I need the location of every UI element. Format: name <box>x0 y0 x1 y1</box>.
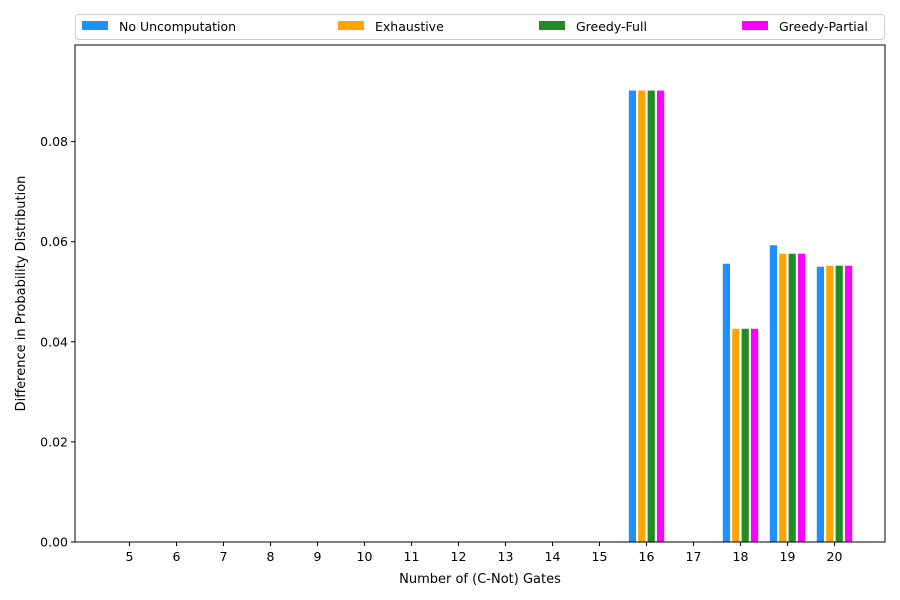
bars <box>629 91 852 542</box>
bar-no-uncomputation-18 <box>723 264 730 542</box>
x-tick-label: 14 <box>545 549 561 564</box>
x-tick-label: 8 <box>267 549 275 564</box>
plot-area-frame <box>75 45 885 542</box>
legend-swatch-no-uncomputation <box>82 21 108 30</box>
y-tick-label: 0.08 <box>40 134 68 149</box>
bar-greedy-partial-20 <box>845 266 852 542</box>
y-axis-ticks: 0.00 0.02 0.04 0.06 0.08 <box>40 134 75 549</box>
legend-swatch-greedy-full <box>539 21 565 30</box>
bar-exhaustive-19 <box>779 254 786 542</box>
y-tick-label: 0.00 <box>40 535 68 550</box>
x-tick-label: 13 <box>498 549 514 564</box>
bar-no-uncomputation-16 <box>629 91 636 542</box>
bar-exhaustive-20 <box>826 266 833 542</box>
x-tick-label: 9 <box>314 549 322 564</box>
y-axis-label: Difference in Probability Distribution <box>14 176 29 412</box>
x-tick-label: 12 <box>451 549 467 564</box>
y-tick-label: 0.06 <box>40 234 68 249</box>
bar-greedy-partial-18 <box>751 329 758 542</box>
bar-greedy-full-16 <box>648 91 655 542</box>
x-tick-label: 15 <box>592 549 608 564</box>
x-tick-label: 20 <box>827 549 843 564</box>
bar-no-uncomputation-20 <box>817 267 824 542</box>
x-axis-ticks: 5 6 7 8 9 10 11 12 13 14 15 16 17 18 19 20 <box>126 542 843 564</box>
y-tick-label: 0.02 <box>40 434 68 449</box>
legend-swatch-greedy-partial <box>742 21 768 30</box>
x-axis-label: Number of (C-Not) Gates <box>399 572 561 587</box>
x-tick-label: 6 <box>173 549 181 564</box>
bar-greedy-full-20 <box>836 266 843 542</box>
legend: No Uncomputation Exhaustive Greedy-Full Gre… <box>76 15 885 40</box>
x-tick-label: 5 <box>126 549 134 564</box>
bar-greedy-partial-19 <box>798 254 805 542</box>
x-tick-label: 16 <box>639 549 655 564</box>
legend-label-greedy-partial: Greedy-Partial <box>779 19 868 34</box>
legend-label-greedy-full: Greedy-Full <box>576 19 647 34</box>
x-tick-label: 11 <box>404 549 420 564</box>
bar-exhaustive-16 <box>638 91 645 542</box>
x-tick-label: 17 <box>686 549 702 564</box>
bar-greedy-full-18 <box>742 329 749 542</box>
legend-swatch-exhaustive <box>338 21 364 30</box>
bar-greedy-partial-16 <box>657 91 664 542</box>
bar-exhaustive-18 <box>732 329 739 542</box>
bar-no-uncomputation-19 <box>770 245 777 542</box>
bar-greedy-full-19 <box>789 254 796 542</box>
x-tick-label: 18 <box>733 549 749 564</box>
x-tick-label: 19 <box>780 549 796 564</box>
y-tick-label: 0.04 <box>40 334 68 349</box>
legend-label-exhaustive: Exhaustive <box>375 19 444 34</box>
legend-label-no-uncomputation: No Uncomputation <box>119 19 236 34</box>
x-tick-label: 7 <box>220 549 228 564</box>
x-tick-label: 10 <box>357 549 373 564</box>
